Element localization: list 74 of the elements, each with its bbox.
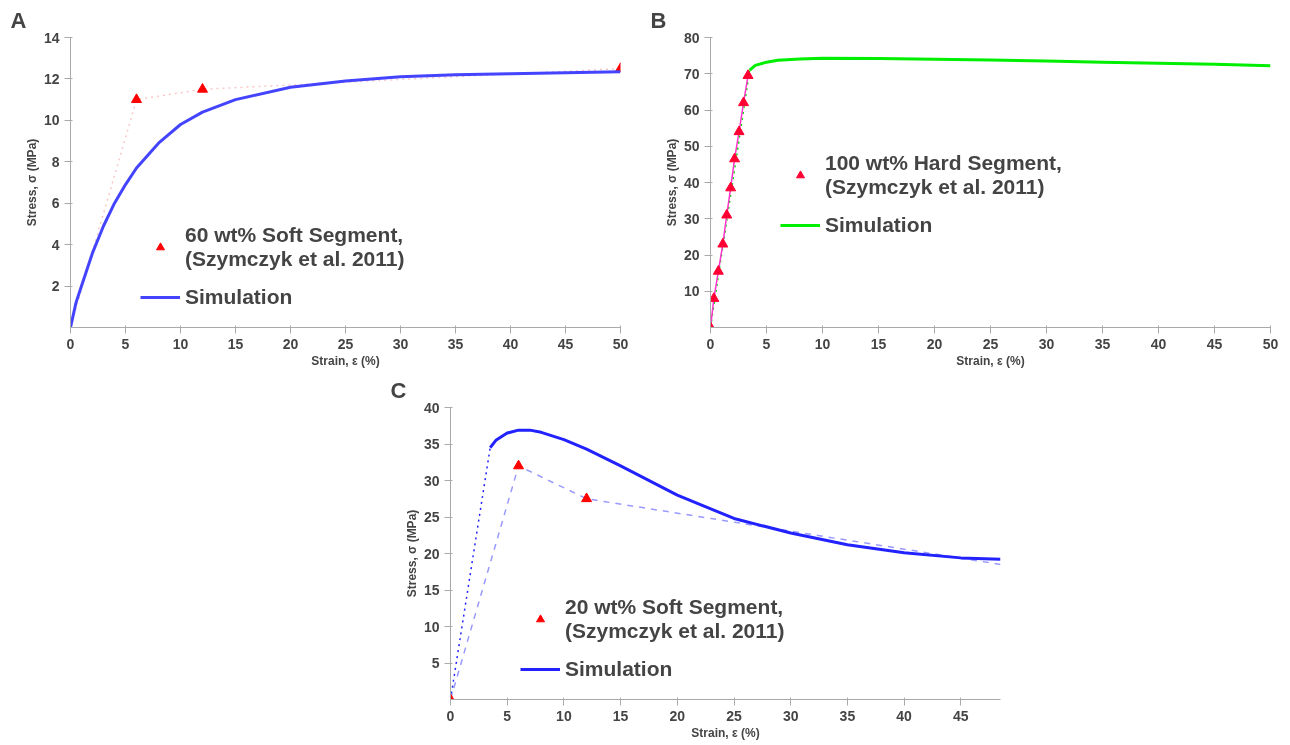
x-tick-label: 40 [1150,335,1167,352]
y-tick-label: 20 [423,545,440,562]
x-tick-label: 20 [282,335,299,352]
x-tick-label: 10 [556,707,572,724]
x-tick-label: 30 [782,707,799,724]
point [581,492,593,503]
x-tick-label: 45 [1206,335,1223,352]
x-tick-label: 50 [612,335,629,352]
point [197,83,208,93]
y-tick-label: 60 [683,102,700,118]
x-tick-label: 5 [503,707,512,724]
y-axis-title: Stress, σ (MPa) [664,138,679,227]
x-tick-label: 20 [669,707,686,724]
x-tick-label: 0 [446,707,455,724]
y-tick-label: 40 [683,174,700,191]
x-tick-label: 30 [1038,335,1055,352]
y-tick-label: 70 [683,65,700,82]
y-tick-label: 10 [43,112,60,129]
y-axis-title: Stress, σ (MPa) [24,138,39,227]
y-axis-title: Stress, σ (MPa) [404,509,419,598]
y-tick-label: 30 [423,472,440,489]
legend-label: Simulation [825,213,933,237]
y-tick-label: 6 [51,195,60,212]
y-tick-label: 30 [683,210,700,227]
x-tick-label: 15 [612,707,629,724]
y-tick-label: 25 [423,509,440,525]
x-tick-label: 30 [392,335,409,352]
y-tick-label: 10 [683,283,700,300]
legend-label: Simulation [565,657,673,681]
x-tick-label: 10 [172,335,189,352]
y-tick-label: 35 [423,436,440,452]
x-tick-label: 50 [1262,335,1279,352]
x-tick-label: 45 [557,335,574,352]
legend-label: 20 wt% Soft Segment, (Szymczyk et al. 2011) [565,595,785,643]
legend-label: 60 wt% Soft Segment, (Szymczyk et al. 2011) [185,223,405,271]
chart-title: A [10,7,27,33]
y-tick-label: 20 [683,247,700,263]
x-axis-title: Strain, ε (%) [311,353,380,368]
x-tick-label: 15 [227,335,244,352]
y-tick-label: 14 [43,29,60,46]
chart-title: B [650,7,667,33]
x-tick-label: 40 [896,707,913,724]
y-tick-label: 40 [423,399,440,416]
chart-title: C [390,377,407,403]
x-tick-label: 15 [870,335,887,352]
x-tick-label: 45 [953,707,969,724]
x-tick-label: 0 [706,335,715,352]
x-tick-label: 25 [982,335,999,352]
x-tick-label: 20 [926,335,943,352]
legend-label: Simulation [185,285,293,309]
point [513,459,525,470]
y-tick-label: 50 [683,138,700,155]
y-tick-label: 5 [431,655,440,671]
x-tick-label: 35 [447,335,464,352]
x-tick-label: 25 [726,707,743,724]
x-tick-label: 10 [814,335,831,352]
point [131,93,142,104]
y-tick-label: 2 [51,278,60,295]
y-tick-label: 8 [51,153,60,170]
x-tick-label: 5 [121,335,130,352]
x-axis-title: Strain, ε (%) [956,353,1025,368]
y-tick-label: 15 [423,582,440,598]
y-tick-label: 10 [423,618,440,635]
x-tick-label: 25 [337,335,354,352]
x-axis-title: Strain, ε (%) [691,725,760,740]
legend-label: 100 wt% Hard Segment, (Szymczyk et al. 2011) [825,151,1062,199]
y-tick-label: 4 [51,236,60,253]
y-tick-label: 80 [683,29,700,46]
x-tick-label: 5 [762,335,771,352]
y-tick-label: 12 [43,70,60,87]
x-tick-label: 0 [66,335,75,352]
x-tick-label: 40 [502,335,519,352]
x-tick-label: 35 [1094,335,1111,352]
x-tick-label: 35 [839,707,856,724]
